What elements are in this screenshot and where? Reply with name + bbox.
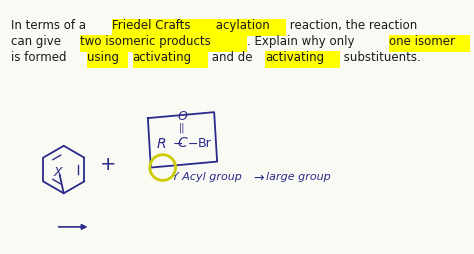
Text: →: → <box>254 171 264 184</box>
Text: activating: activating <box>265 51 324 64</box>
FancyBboxPatch shape <box>112 19 212 36</box>
Text: X: X <box>54 166 63 179</box>
Text: large group: large group <box>265 171 330 182</box>
Text: Br: Br <box>197 137 211 150</box>
FancyBboxPatch shape <box>80 35 247 52</box>
Text: using: using <box>87 51 119 64</box>
Text: is formed: is formed <box>11 51 71 64</box>
Text: +: + <box>100 155 117 174</box>
Text: reaction, the reaction: reaction, the reaction <box>286 19 417 32</box>
FancyBboxPatch shape <box>212 19 286 36</box>
Text: Friedel Crafts: Friedel Crafts <box>112 19 191 32</box>
Text: O: O <box>178 110 187 123</box>
FancyBboxPatch shape <box>265 51 340 68</box>
Text: activating: activating <box>133 51 191 64</box>
Text: −: − <box>187 138 198 151</box>
Text: In terms of a: In terms of a <box>11 19 90 32</box>
FancyBboxPatch shape <box>87 51 128 68</box>
Text: can give: can give <box>11 35 65 48</box>
FancyBboxPatch shape <box>133 51 208 68</box>
Text: Y Acyl group: Y Acyl group <box>172 171 241 182</box>
Text: two isomeric products: two isomeric products <box>80 35 210 48</box>
Text: acylation: acylation <box>212 19 270 32</box>
Text: C: C <box>178 136 187 150</box>
Text: R: R <box>157 137 166 151</box>
Text: −: − <box>169 138 183 151</box>
Text: and de: and de <box>208 51 253 64</box>
FancyBboxPatch shape <box>389 35 473 52</box>
Text: one isomer: one isomer <box>389 35 455 48</box>
Text: substituents.: substituents. <box>340 51 421 64</box>
Text: ||: || <box>179 122 186 133</box>
Text: . Explain why only: . Explain why only <box>247 35 358 48</box>
